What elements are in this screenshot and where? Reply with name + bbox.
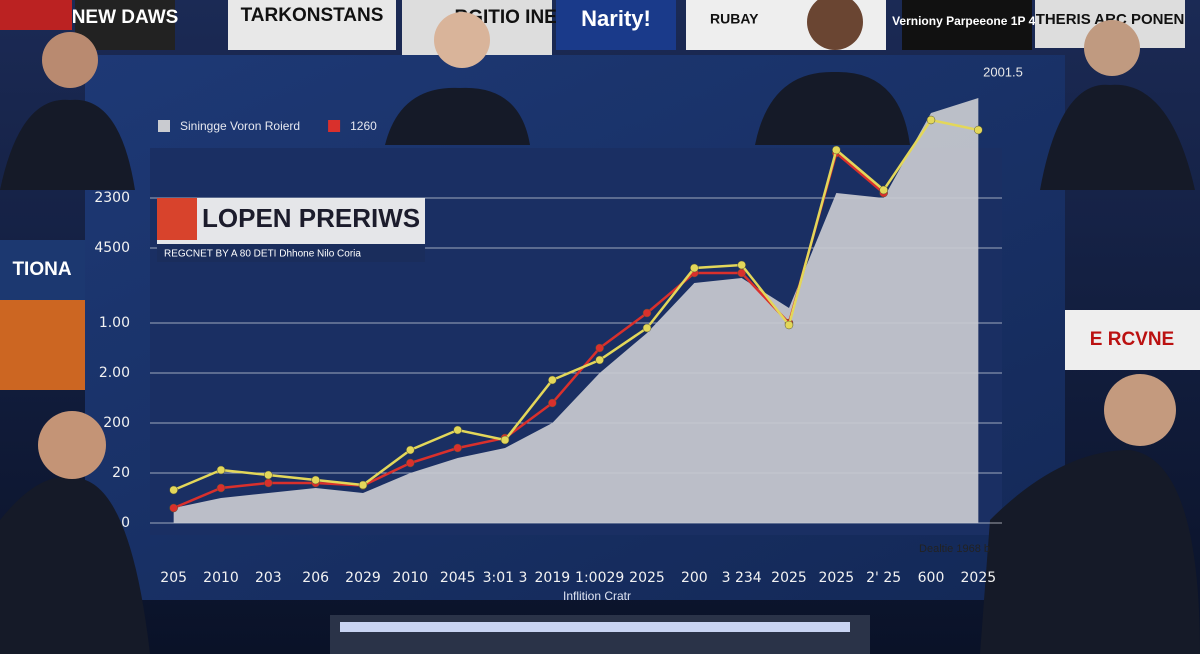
y-tick-label: 0 — [121, 515, 130, 531]
footnote: Dealtie 1968 b — [919, 543, 990, 555]
point — [264, 470, 273, 480]
screen-text: THERIS ARC PONEN — [1036, 11, 1185, 28]
screen-text: TIONA — [12, 259, 71, 280]
point — [642, 308, 652, 318]
x-tick-label: 206 — [302, 570, 329, 586]
point — [548, 375, 557, 385]
legend-swatch — [158, 120, 170, 132]
point — [169, 503, 178, 513]
x-tick-label: 1:0029 — [575, 570, 624, 586]
screen-text: RUBAY — [710, 11, 759, 27]
x-tick-label: 200 — [681, 570, 708, 586]
point — [784, 320, 794, 330]
point — [358, 480, 368, 490]
screen-text: E RCVNE — [1090, 329, 1174, 350]
legend-swatch — [328, 120, 341, 132]
point — [879, 185, 888, 195]
y-tick-label: 2300 — [94, 190, 130, 206]
point — [169, 485, 178, 495]
y-tick-label: 20 — [112, 465, 130, 481]
point — [690, 263, 699, 273]
x-tick-label: 600 — [918, 570, 945, 586]
x-tick-label: 2010 — [393, 570, 429, 586]
screen-wall: NEW DAWS TARKONSTANS RGITIO INES Narity!… — [0, 0, 1200, 390]
legend-label: Siningge Voron Roierd — [180, 119, 300, 133]
x-tick-label: 3:01 3 — [483, 570, 528, 586]
x-tick-label: 203 — [255, 570, 282, 586]
x-tick-label: 2025 — [819, 570, 855, 586]
x-tick-label: 2045 — [440, 570, 476, 586]
point — [406, 445, 415, 455]
screen-text: Verniony Parpeeone 1P 40 — [892, 14, 1042, 28]
line — [173, 118, 979, 492]
point — [595, 355, 604, 365]
x-tick-label: 2' 25 — [866, 570, 901, 586]
screen-text: Narity! — [581, 6, 651, 31]
point — [453, 443, 462, 453]
x-tick-label: 2025 — [771, 570, 807, 586]
x-tick-label: 2025 — [961, 570, 997, 586]
x-tick-label: 205 — [160, 570, 187, 586]
point — [974, 125, 983, 135]
point — [832, 145, 841, 155]
x-axis-label: Inflition Cratr — [563, 589, 631, 603]
chart-title: LOPEN PRERIWS — [202, 203, 420, 233]
x-tick-label: 3 234 — [722, 570, 762, 586]
desk-light — [340, 622, 850, 632]
legend-label: 1260 — [350, 119, 377, 133]
corner-label: 2001.5 — [983, 64, 1023, 79]
point — [500, 435, 510, 445]
point — [216, 483, 226, 493]
line — [173, 150, 885, 510]
x-tick-label: 2029 — [345, 570, 381, 586]
point — [737, 260, 746, 270]
screen-text: TARKONSTANS — [241, 5, 384, 26]
point — [926, 115, 936, 125]
y-tick-label: 1.00 — [99, 315, 130, 331]
y-tick-label: 2.00 — [99, 365, 130, 381]
point — [453, 425, 462, 435]
screen-text: NEW DAWS — [72, 7, 179, 28]
point — [311, 475, 320, 485]
point — [406, 458, 415, 468]
point — [548, 398, 557, 408]
point — [264, 478, 273, 488]
point — [595, 343, 604, 353]
point — [642, 323, 652, 333]
x-tick-label: 2025 — [629, 570, 665, 586]
area — [173, 98, 979, 523]
x-tick-label: 2019 — [535, 570, 571, 586]
chart-subtitle: REGCNET BY A 80 DETI Dhhone Nilo Coria — [164, 249, 361, 260]
y-tick-label: 200 — [103, 415, 130, 431]
chart-title-box — [157, 198, 425, 262]
y-tick-label: 4500 — [94, 240, 130, 256]
x-tick-label: 2010 — [203, 570, 239, 586]
point — [216, 465, 226, 475]
desk — [330, 615, 870, 654]
